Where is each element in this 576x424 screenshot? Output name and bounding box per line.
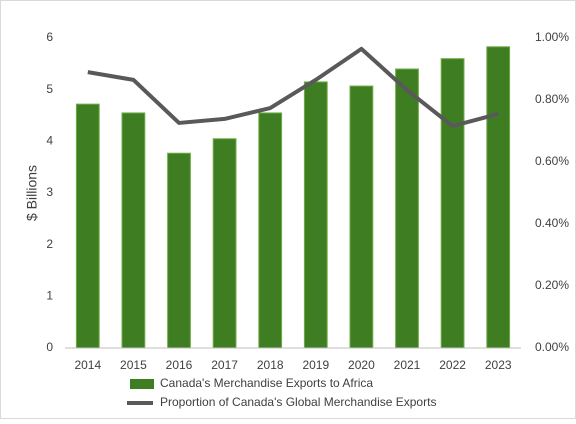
y2-tick-label: 0.20% bbox=[535, 278, 569, 292]
x-tick-label: 2014 bbox=[74, 358, 101, 372]
legend-swatch bbox=[130, 379, 154, 389]
bar bbox=[121, 112, 146, 349]
x-tick-label: 2016 bbox=[166, 358, 193, 372]
x-tick-label: 2017 bbox=[211, 358, 238, 372]
bar bbox=[486, 46, 511, 349]
bar bbox=[212, 138, 237, 349]
y-tick-label: 1 bbox=[46, 289, 53, 303]
bar bbox=[440, 58, 465, 349]
line bbox=[87, 46, 499, 129]
y2-tick-label: 0.60% bbox=[535, 154, 569, 168]
y-tick-label: 2 bbox=[46, 237, 53, 251]
y2-tick-label: 1.00% bbox=[535, 30, 569, 44]
bar bbox=[303, 81, 328, 349]
bar bbox=[395, 68, 419, 349]
x-tick-label: 2021 bbox=[394, 358, 421, 372]
x-tick-label: 2015 bbox=[120, 358, 147, 372]
legend-label: Canada's Merchandise Exports to Africa bbox=[160, 376, 373, 390]
x-tick-label: 2023 bbox=[485, 358, 512, 372]
y2-tick-label: 0.00% bbox=[535, 340, 569, 354]
y-tick-label: 3 bbox=[46, 185, 53, 199]
y-tick-label: 4 bbox=[46, 134, 53, 148]
legend-label: Proportion of Canada's Global Merchandis… bbox=[160, 395, 436, 409]
bar bbox=[167, 152, 191, 349]
x-tick-label: 2020 bbox=[348, 358, 375, 372]
x-tick-label: 2018 bbox=[257, 358, 284, 372]
bar bbox=[258, 112, 283, 349]
y2-tick-label: 0.40% bbox=[535, 216, 569, 230]
y-tick-label: 6 bbox=[46, 30, 53, 44]
bar bbox=[75, 103, 100, 349]
x-tick-label: 2022 bbox=[439, 358, 466, 372]
y-axis-label: $ Billions bbox=[24, 165, 40, 221]
y-tick-label: 5 bbox=[46, 82, 53, 96]
y2-tick-label: 0.80% bbox=[535, 92, 569, 106]
y-tick-label: 0 bbox=[46, 340, 53, 354]
bar bbox=[349, 85, 374, 349]
x-tick-label: 2019 bbox=[302, 358, 329, 372]
